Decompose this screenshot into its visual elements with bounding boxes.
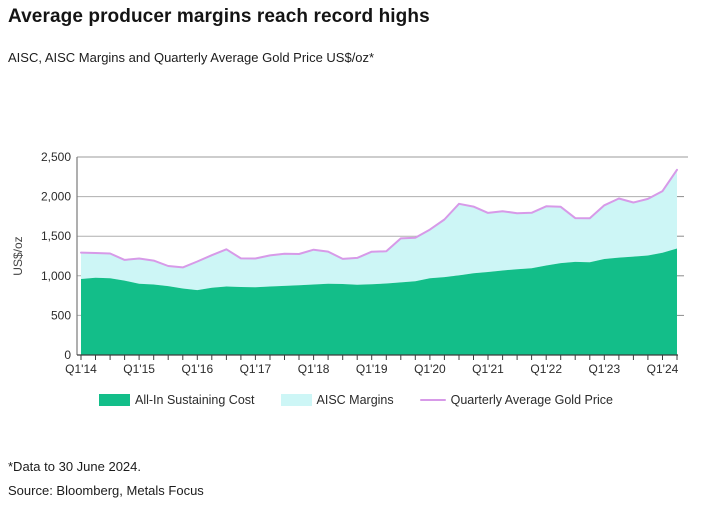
y-tick-label: 1,500 [41, 229, 71, 243]
aisc-margins-area [81, 169, 677, 291]
legend-label-gold-price: Quarterly Average Gold Price [450, 393, 613, 407]
x-tick-label: Q1'18 [298, 362, 330, 376]
x-tick-label: Q1'22 [530, 362, 562, 376]
x-tick-label: Q1'20 [414, 362, 446, 376]
x-tick-label: Q1'16 [181, 362, 213, 376]
x-tick-label: Q1'23 [588, 362, 620, 376]
aisc-area [81, 248, 677, 355]
x-tick-label: Q1'24 [647, 362, 679, 376]
y-axis-title: US$/oz [11, 236, 25, 275]
data-footnote: *Data to 30 June 2024. [8, 459, 141, 474]
x-tick-label: Q1'21 [472, 362, 504, 376]
chart-subtitle: AISC, AISC Margins and Quarterly Average… [8, 50, 375, 65]
x-tick-label: Q1'14 [65, 362, 97, 376]
y-tick-label: 2,000 [41, 190, 71, 204]
y-tick-label: 2,500 [41, 150, 71, 164]
legend-label-aisc: All-In Sustaining Cost [135, 393, 255, 407]
margins-swatch-icon [280, 394, 312, 406]
gold-price-line-swatch-icon [419, 399, 446, 401]
x-tick-label: Q1'15 [123, 362, 155, 376]
gold-margins-area-chart: Q1'14 Q1'15 Q1'16 Q1'17 Q1'18 Q1'19 Q1'20 Q1'21… [11, 150, 688, 376]
x-tick-label: Q1'19 [356, 362, 388, 376]
y-tick-label: 500 [51, 308, 71, 322]
legend-label-margins: AISC Margins [316, 393, 394, 407]
y-tick-label: 0 [64, 348, 71, 362]
chart-legend: All-In Sustaining Cost AISC Margins Quar… [0, 393, 712, 407]
x-tick-label: Q1'17 [240, 362, 272, 376]
legend-item-aisc: All-In Sustaining Cost [99, 393, 255, 407]
y-tick-label: 1,000 [41, 269, 71, 283]
page-title: Average producer margins reach record hi… [8, 6, 430, 27]
aisc-swatch-icon [99, 394, 130, 406]
gold-price-line [80, 168, 678, 269]
legend-item-gold-price: Quarterly Average Gold Price [419, 393, 613, 407]
legend-item-margins: AISC Margins [280, 393, 394, 407]
source-line: Source: Bloomberg, Metals Focus [8, 483, 204, 498]
